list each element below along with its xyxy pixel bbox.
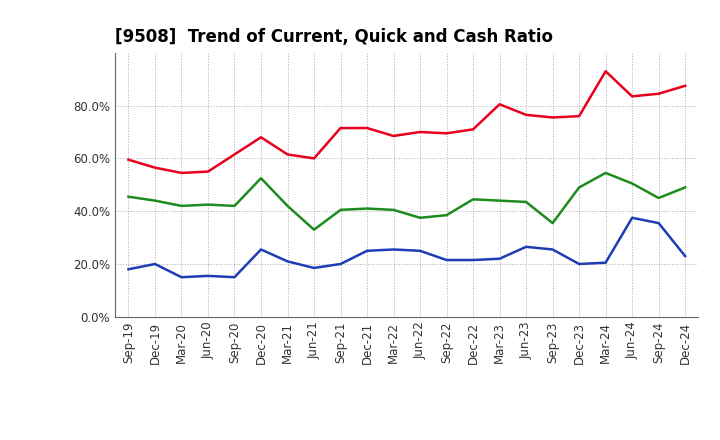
- Quick Ratio: [549, 220, 557, 226]
- Current Ratio: [681, 83, 690, 88]
- Quick Ratio: [415, 215, 424, 220]
- Quick Ratio: [283, 203, 292, 209]
- Quick Ratio: [256, 176, 265, 181]
- Current Ratio: [601, 69, 610, 74]
- Current Ratio: [415, 129, 424, 135]
- Quick Ratio: [601, 170, 610, 176]
- Cash Ratio: [124, 267, 132, 272]
- Quick Ratio: [310, 227, 318, 232]
- Quick Ratio: [469, 197, 477, 202]
- Quick Ratio: [681, 185, 690, 190]
- Quick Ratio: [150, 198, 159, 203]
- Cash Ratio: [628, 215, 636, 220]
- Cash Ratio: [283, 259, 292, 264]
- Current Ratio: [336, 125, 345, 131]
- Current Ratio: [283, 152, 292, 157]
- Current Ratio: [310, 156, 318, 161]
- Quick Ratio: [575, 185, 583, 190]
- Current Ratio: [628, 94, 636, 99]
- Cash Ratio: [336, 261, 345, 267]
- Cash Ratio: [204, 273, 212, 279]
- Current Ratio: [469, 127, 477, 132]
- Cash Ratio: [363, 248, 372, 253]
- Current Ratio: [495, 102, 504, 107]
- Quick Ratio: [442, 213, 451, 218]
- Quick Ratio: [230, 203, 239, 209]
- Cash Ratio: [601, 260, 610, 265]
- Current Ratio: [204, 169, 212, 174]
- Quick Ratio: [363, 206, 372, 211]
- Cash Ratio: [390, 247, 398, 252]
- Quick Ratio: [628, 181, 636, 186]
- Quick Ratio: [522, 199, 531, 205]
- Quick Ratio: [124, 194, 132, 199]
- Quick Ratio: [654, 195, 663, 201]
- Quick Ratio: [204, 202, 212, 207]
- Line: Cash Ratio: Cash Ratio: [128, 218, 685, 277]
- Current Ratio: [256, 135, 265, 140]
- Cash Ratio: [575, 261, 583, 267]
- Quick Ratio: [336, 207, 345, 213]
- Current Ratio: [230, 152, 239, 157]
- Cash Ratio: [230, 275, 239, 280]
- Text: [9508]  Trend of Current, Quick and Cash Ratio: [9508] Trend of Current, Quick and Cash …: [115, 28, 553, 46]
- Cash Ratio: [681, 253, 690, 259]
- Current Ratio: [442, 131, 451, 136]
- Current Ratio: [390, 133, 398, 139]
- Cash Ratio: [549, 247, 557, 252]
- Cash Ratio: [177, 275, 186, 280]
- Cash Ratio: [469, 257, 477, 263]
- Current Ratio: [150, 165, 159, 170]
- Cash Ratio: [310, 265, 318, 271]
- Quick Ratio: [390, 207, 398, 213]
- Quick Ratio: [177, 203, 186, 209]
- Current Ratio: [363, 125, 372, 131]
- Current Ratio: [575, 114, 583, 119]
- Cash Ratio: [150, 261, 159, 267]
- Current Ratio: [522, 112, 531, 117]
- Cash Ratio: [415, 248, 424, 253]
- Current Ratio: [177, 170, 186, 176]
- Current Ratio: [654, 91, 663, 96]
- Cash Ratio: [522, 244, 531, 249]
- Cash Ratio: [442, 257, 451, 263]
- Line: Current Ratio: Current Ratio: [128, 71, 685, 173]
- Cash Ratio: [495, 256, 504, 261]
- Cash Ratio: [654, 220, 663, 226]
- Line: Quick Ratio: Quick Ratio: [128, 173, 685, 230]
- Current Ratio: [549, 115, 557, 120]
- Cash Ratio: [256, 247, 265, 252]
- Current Ratio: [124, 157, 132, 162]
- Quick Ratio: [495, 198, 504, 203]
